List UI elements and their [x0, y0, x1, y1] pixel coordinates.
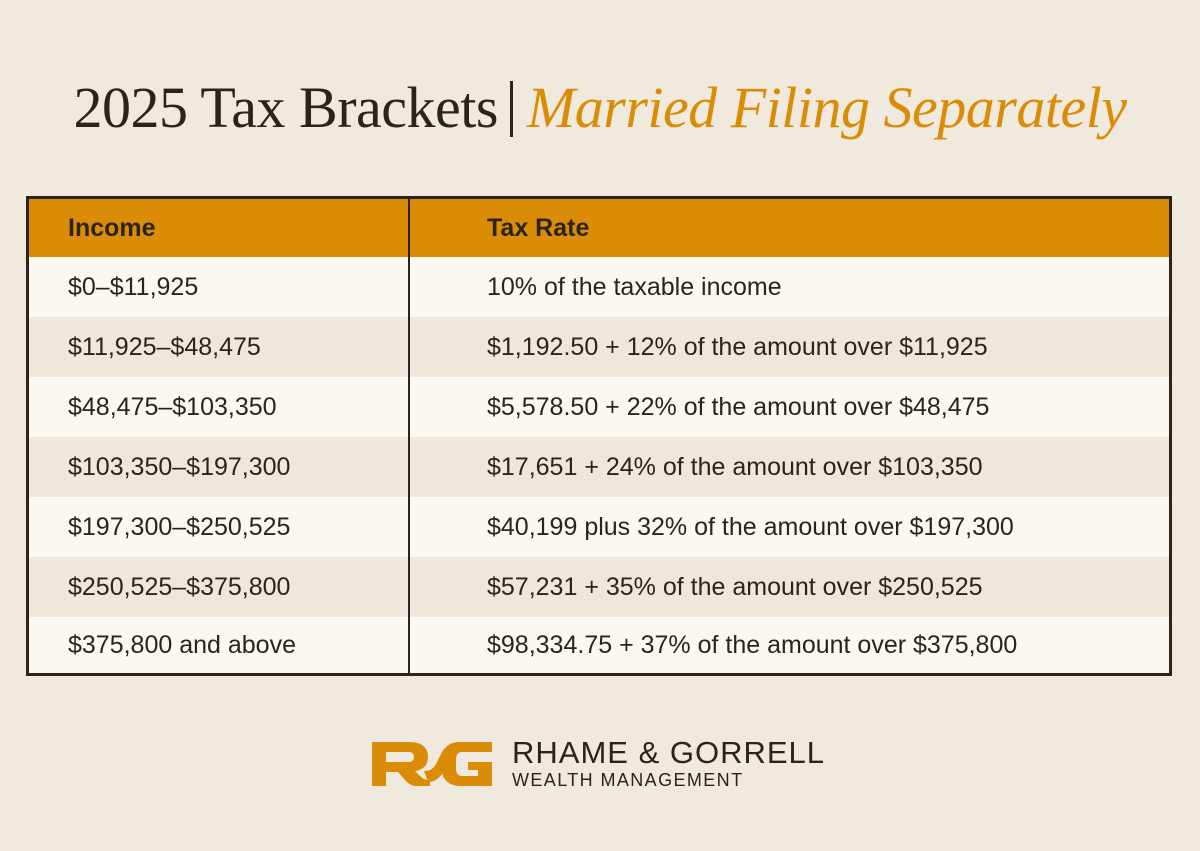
company-tagline: WEALTH MANAGEMENT: [512, 770, 744, 790]
income-cell: $0–$11,925: [68, 272, 199, 301]
rate-cell: $17,651 + 24% of the amount over $103,35…: [487, 452, 983, 481]
title-separator: [509, 81, 513, 137]
rg-monogram-icon: [372, 742, 492, 786]
tax-bracket-table: Income Tax Rate $0–$11,925 10% of the ta…: [26, 196, 1172, 676]
income-cell: $250,525–$375,800: [68, 572, 291, 601]
column-divider: [408, 199, 410, 673]
company-name: RHAME & GORRELL: [512, 735, 826, 770]
table-row: $48,475–$103,350 $5,578.50 + 22% of the …: [29, 377, 1169, 437]
table-row: $0–$11,925 10% of the taxable income: [29, 257, 1169, 317]
table-row: $11,925–$48,475 $1,192.50 + 12% of the a…: [29, 317, 1169, 377]
header-tax-rate: Tax Rate: [487, 213, 590, 242]
rate-cell: $1,192.50 + 12% of the amount over $11,9…: [487, 332, 988, 361]
company-logo: RHAME & GORRELL WEALTH MANAGEMENT: [370, 736, 825, 792]
rate-cell: $57,231 + 35% of the amount over $250,52…: [487, 572, 983, 601]
table-row: $103,350–$197,300 $17,651 + 24% of the a…: [29, 437, 1169, 497]
rate-cell: $40,199 plus 32% of the amount over $197…: [487, 512, 1014, 541]
income-cell: $103,350–$197,300: [68, 452, 291, 481]
rate-cell: $5,578.50 + 22% of the amount over $48,4…: [487, 392, 990, 421]
logo-wordmark: RHAME & GORRELL WEALTH MANAGEMENT: [512, 737, 825, 791]
table-row: $375,800 and above $98,334.75 + 37% of t…: [29, 617, 1169, 673]
rate-cell: $98,334.75 + 37% of the amount over $375…: [487, 630, 1018, 659]
title-subtitle: Married Filing Separately: [526, 75, 1127, 140]
header-income: Income: [68, 213, 156, 242]
table-row: $250,525–$375,800 $57,231 + 35% of the a…: [29, 557, 1169, 617]
table-row: $197,300–$250,525 $40,199 plus 32% of th…: [29, 497, 1169, 557]
income-cell: $11,925–$48,475: [68, 332, 261, 361]
income-cell: $197,300–$250,525: [68, 512, 291, 541]
income-cell: $48,475–$103,350: [68, 392, 277, 421]
table-header-row: Income Tax Rate: [29, 199, 1169, 257]
income-cell: $375,800 and above: [68, 630, 296, 659]
rate-cell: 10% of the taxable income: [487, 272, 782, 301]
page-title: 2025 Tax Brackets Married Filing Separate…: [0, 68, 1200, 148]
title-main: 2025 Tax Brackets: [73, 75, 498, 140]
